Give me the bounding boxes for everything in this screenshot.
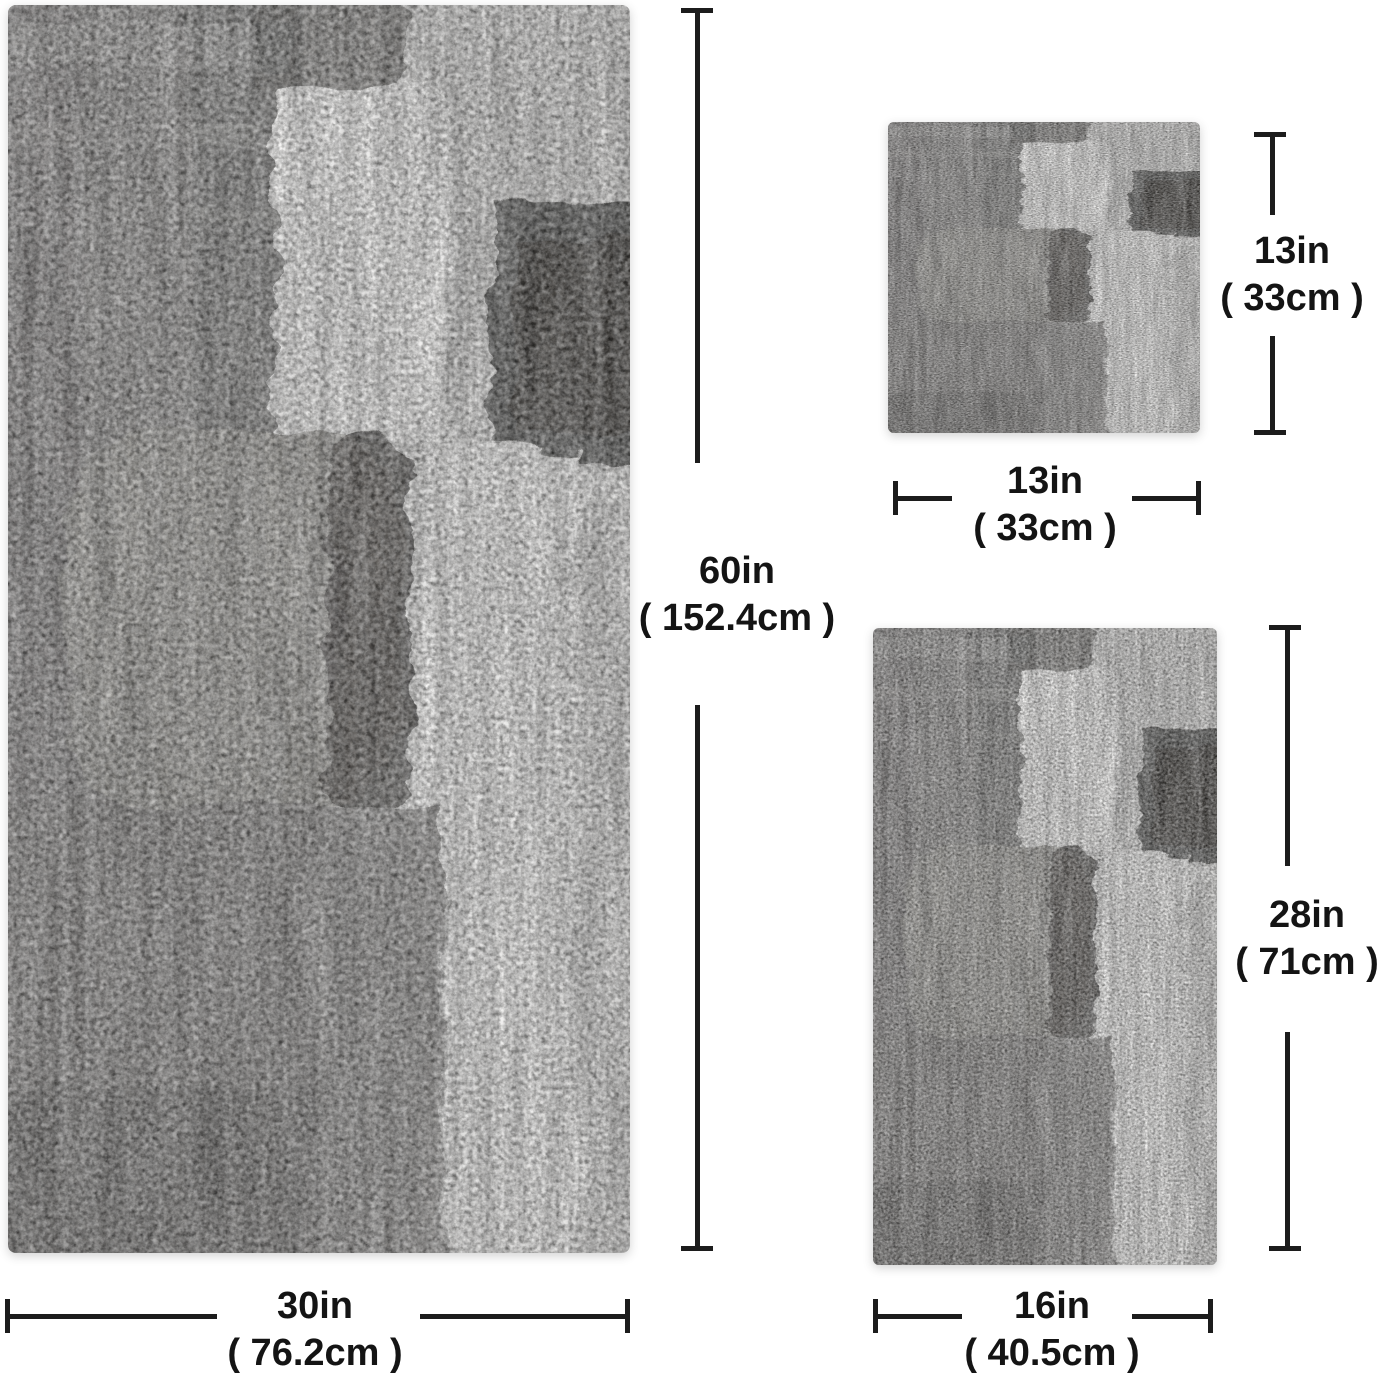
- bath-height-cm: ( 152.4cm ): [638, 597, 836, 639]
- bath-width-line-right-tick: [625, 1299, 630, 1333]
- hand-width-line-left-seg: [875, 1314, 962, 1319]
- bath-width-line-right-seg: [420, 1314, 628, 1319]
- bath-height-line-bottom-cap: [681, 1246, 713, 1251]
- washcloth-height-cm: ( 33cm ): [1220, 277, 1364, 319]
- washcloth-height-label: 13in ( 33cm ): [1192, 228, 1392, 322]
- hand-width-line-right-tick: [1208, 1299, 1213, 1333]
- washcloth-height-line-bottom-cap: [1254, 430, 1286, 435]
- washcloth-width-line-right-tick: [1196, 481, 1201, 515]
- bath-width-inches: 30in: [276, 1285, 354, 1327]
- hand-width-line-right-seg: [1132, 1314, 1210, 1319]
- hand-height-inches: 28in: [1268, 894, 1346, 936]
- bath-height-line-lower-seg: [695, 705, 700, 1249]
- hand-height-cm: ( 71cm ): [1235, 941, 1379, 983]
- bath-height-label: 60in ( 152.4cm ): [607, 548, 867, 642]
- hand-width-label: 16in ( 40.5cm ): [932, 1283, 1172, 1377]
- bath-width-line-left-seg: [7, 1314, 217, 1319]
- bath-height-inches: 60in: [698, 550, 776, 592]
- hand-height-label: 28in ( 71cm ): [1222, 892, 1392, 986]
- hand-width-inches: 16in: [1013, 1285, 1091, 1327]
- bath-height-line-upper-seg: [695, 10, 700, 463]
- bath-towel-artwork: [8, 5, 630, 1253]
- washcloth-height-line-upper-seg: [1270, 134, 1275, 215]
- washcloth-width-cm: ( 33cm ): [973, 507, 1117, 549]
- washcloth: [888, 122, 1200, 433]
- hand-towel-artwork: [873, 628, 1217, 1265]
- hand-towel: [873, 628, 1217, 1265]
- washcloth-width-label: 13in ( 33cm ): [945, 458, 1145, 552]
- washcloth-width-line-left-seg: [895, 496, 952, 501]
- bath-towel: [8, 5, 630, 1253]
- hand-height-line-lower-seg: [1285, 1032, 1290, 1249]
- bath-width-label: 30in ( 76.2cm ): [195, 1283, 435, 1377]
- washcloth-width-inches: 13in: [1006, 460, 1084, 502]
- hand-height-line-upper-seg: [1285, 627, 1290, 866]
- washcloth-artwork: [888, 122, 1200, 433]
- washcloth-height-line-lower-seg: [1270, 336, 1275, 433]
- hand-width-cm: ( 40.5cm ): [964, 1332, 1140, 1374]
- hand-height-line-bottom-cap: [1269, 1246, 1301, 1251]
- washcloth-width-line-right-seg: [1132, 496, 1198, 501]
- washcloth-height-inches: 13in: [1253, 230, 1331, 272]
- bath-width-cm: ( 76.2cm ): [227, 1332, 403, 1374]
